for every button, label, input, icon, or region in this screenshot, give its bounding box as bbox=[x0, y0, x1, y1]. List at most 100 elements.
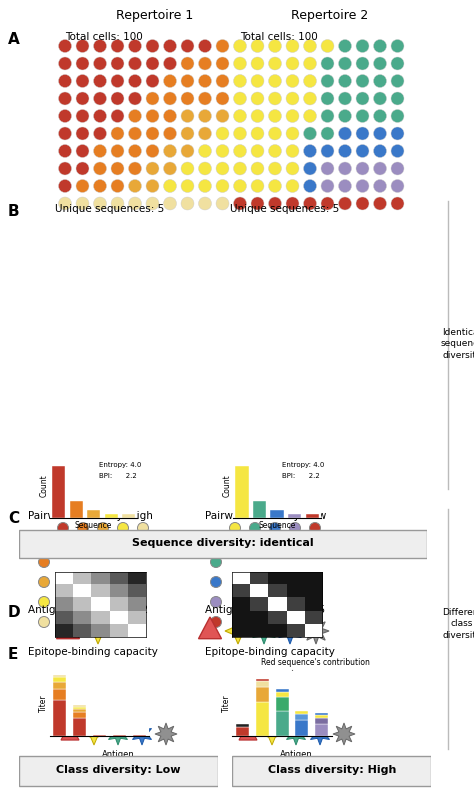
Circle shape bbox=[216, 57, 229, 70]
FancyBboxPatch shape bbox=[19, 756, 218, 786]
Circle shape bbox=[111, 92, 124, 105]
Circle shape bbox=[338, 92, 352, 105]
Bar bbox=[275, 692, 289, 697]
Circle shape bbox=[93, 110, 107, 122]
Circle shape bbox=[199, 179, 211, 192]
Circle shape bbox=[234, 110, 246, 122]
Polygon shape bbox=[109, 723, 128, 745]
Circle shape bbox=[128, 162, 142, 175]
Circle shape bbox=[391, 179, 404, 192]
Bar bbox=[295, 714, 309, 720]
Circle shape bbox=[76, 110, 89, 122]
Polygon shape bbox=[303, 618, 329, 644]
Circle shape bbox=[111, 127, 124, 140]
Text: A: A bbox=[8, 32, 20, 47]
Circle shape bbox=[374, 40, 386, 52]
Circle shape bbox=[146, 145, 159, 157]
Circle shape bbox=[251, 197, 264, 210]
Circle shape bbox=[181, 40, 194, 52]
Text: Antigen: Antigen bbox=[101, 750, 134, 759]
Circle shape bbox=[303, 179, 317, 192]
Bar bbox=[315, 724, 328, 736]
Circle shape bbox=[164, 197, 176, 210]
Circle shape bbox=[58, 40, 72, 52]
Polygon shape bbox=[253, 618, 275, 644]
Circle shape bbox=[286, 110, 299, 122]
Circle shape bbox=[137, 522, 148, 534]
Bar bbox=[275, 711, 289, 736]
Circle shape bbox=[338, 145, 352, 157]
Circle shape bbox=[58, 75, 72, 87]
Polygon shape bbox=[56, 617, 80, 638]
Circle shape bbox=[303, 75, 317, 87]
Bar bbox=[93, 734, 106, 736]
Bar bbox=[70, 501, 82, 518]
Y-axis label: Count: Count bbox=[223, 475, 232, 497]
Circle shape bbox=[164, 57, 176, 70]
Circle shape bbox=[321, 179, 334, 192]
Polygon shape bbox=[85, 618, 111, 644]
Circle shape bbox=[356, 162, 369, 175]
Circle shape bbox=[181, 127, 194, 140]
Circle shape bbox=[338, 75, 352, 87]
Circle shape bbox=[286, 40, 299, 52]
Circle shape bbox=[321, 145, 334, 157]
Polygon shape bbox=[83, 723, 105, 745]
Circle shape bbox=[290, 522, 301, 534]
Bar bbox=[73, 707, 86, 709]
Text: Class diversity: High: Class diversity: High bbox=[268, 765, 396, 775]
Bar bbox=[275, 697, 289, 711]
Circle shape bbox=[38, 596, 49, 607]
Circle shape bbox=[268, 179, 282, 192]
Bar bbox=[105, 515, 118, 518]
Circle shape bbox=[374, 57, 386, 70]
Circle shape bbox=[76, 162, 89, 175]
Bar bbox=[52, 466, 65, 518]
Circle shape bbox=[391, 92, 404, 105]
Text: Total cells: 100: Total cells: 100 bbox=[65, 32, 143, 42]
Circle shape bbox=[38, 557, 49, 568]
Circle shape bbox=[270, 522, 281, 534]
Circle shape bbox=[338, 57, 352, 70]
Circle shape bbox=[216, 110, 229, 122]
Circle shape bbox=[338, 40, 352, 52]
Circle shape bbox=[199, 110, 211, 122]
Bar bbox=[236, 727, 249, 736]
Circle shape bbox=[210, 537, 221, 548]
Bar bbox=[306, 515, 319, 518]
Circle shape bbox=[210, 616, 221, 627]
Y-axis label: Count: Count bbox=[39, 475, 48, 497]
Circle shape bbox=[128, 92, 142, 105]
Circle shape bbox=[181, 57, 194, 70]
Circle shape bbox=[118, 522, 128, 534]
Circle shape bbox=[268, 110, 282, 122]
Circle shape bbox=[356, 179, 369, 192]
Text: Total cells: 100: Total cells: 100 bbox=[240, 32, 318, 42]
Circle shape bbox=[391, 162, 404, 175]
Y-axis label: Titer: Titer bbox=[39, 695, 48, 712]
Text: Different
class
diversity: Different class diversity bbox=[442, 607, 474, 640]
Bar bbox=[87, 510, 100, 518]
Text: C: C bbox=[8, 511, 19, 526]
Circle shape bbox=[57, 522, 69, 534]
Circle shape bbox=[38, 576, 49, 588]
Circle shape bbox=[286, 197, 299, 210]
Circle shape bbox=[76, 179, 89, 192]
Circle shape bbox=[268, 40, 282, 52]
Text: Pairwise similarity: Low: Pairwise similarity: Low bbox=[205, 511, 327, 521]
Bar bbox=[255, 702, 269, 736]
Text: Pairwise similarity: High: Pairwise similarity: High bbox=[28, 511, 153, 521]
Circle shape bbox=[58, 92, 72, 105]
Circle shape bbox=[128, 127, 142, 140]
Polygon shape bbox=[225, 618, 251, 644]
Circle shape bbox=[338, 179, 352, 192]
Circle shape bbox=[111, 57, 124, 70]
Circle shape bbox=[76, 57, 89, 70]
Circle shape bbox=[146, 162, 159, 175]
Circle shape bbox=[181, 92, 194, 105]
Circle shape bbox=[38, 537, 49, 548]
Polygon shape bbox=[61, 723, 79, 740]
Circle shape bbox=[391, 40, 404, 52]
Circle shape bbox=[303, 110, 317, 122]
Circle shape bbox=[58, 110, 72, 122]
